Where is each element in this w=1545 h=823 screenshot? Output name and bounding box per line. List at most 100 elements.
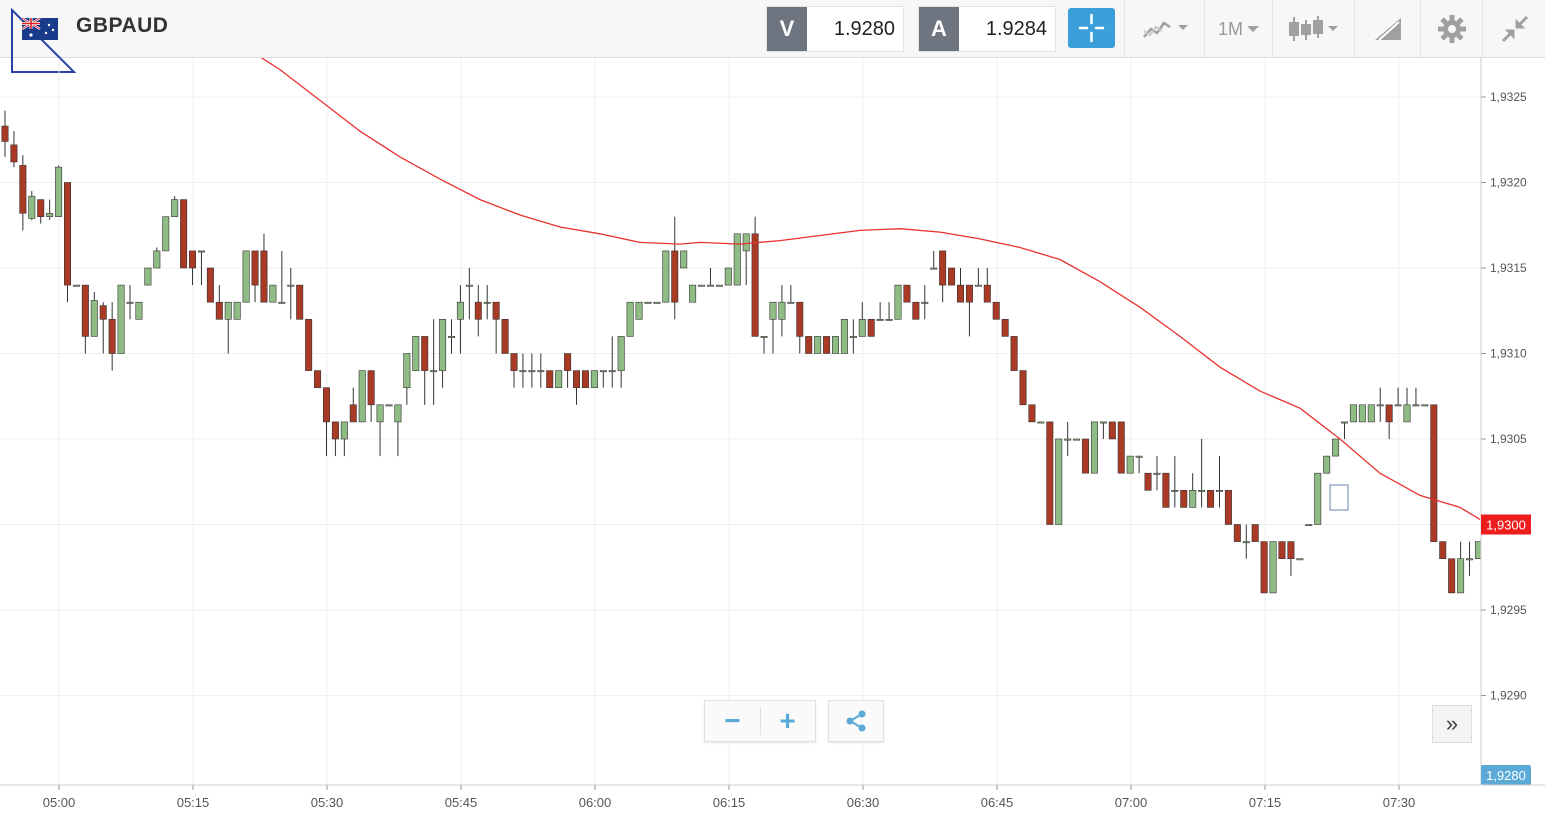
candle [1332, 438, 1340, 457]
zoom-controls: − + [704, 700, 816, 742]
share-button[interactable] [828, 700, 884, 742]
candle [117, 284, 125, 354]
candle [1448, 558, 1456, 594]
candle [287, 268, 295, 320]
candle [1010, 336, 1018, 371]
zoom-out-button[interactable]: − [706, 707, 761, 735]
gear-icon [1438, 15, 1466, 43]
time-axis: 05:00 05:15 05:30 05:45 06:00 06:15 06:30 06:45… [0, 784, 1545, 810]
candle [28, 191, 36, 221]
candle [403, 353, 411, 405]
candle [492, 301, 500, 354]
candle [421, 336, 429, 405]
candle [1394, 387, 1402, 407]
candle [1251, 524, 1259, 542]
flag-icon [22, 18, 58, 40]
candle [215, 285, 223, 320]
crosshair-marker [1329, 484, 1349, 511]
x-tick-label: 07:15 [1249, 795, 1282, 810]
moving-average-line [260, 58, 1481, 520]
candle [930, 250, 938, 270]
price-chart[interactable]: 1,9325 1,9320 1,9315 1,9310 1,9305 1,9300 1,92… [0, 58, 1545, 823]
candle [644, 301, 652, 304]
candle [224, 301, 232, 354]
candle [706, 268, 714, 287]
candle [1108, 421, 1116, 440]
candle [412, 336, 420, 371]
y-tick-label: 1,9315 [1490, 261, 1527, 275]
candle [171, 196, 179, 218]
candle [99, 302, 107, 354]
candle [1171, 456, 1179, 508]
scroll-to-latest-button[interactable]: » [1432, 705, 1472, 743]
candle [1269, 541, 1277, 594]
candle [671, 216, 679, 320]
candle [724, 267, 732, 286]
timeframe-dropdown[interactable]: 1M [1204, 0, 1273, 58]
y-tick-label: 1,9325 [1490, 90, 1527, 104]
candle-style-dropdown[interactable] [1272, 0, 1355, 58]
line-chart-icon [1143, 21, 1188, 38]
candle [778, 285, 786, 337]
x-tick-label: 06:45 [981, 795, 1014, 810]
top-toolbar: GBPAUD V 1.9280 A 1.9284 1M [0, 0, 1545, 73]
candle [957, 268, 965, 303]
candle [546, 370, 554, 389]
candle [126, 285, 134, 320]
candle [349, 387, 357, 423]
candle [1082, 438, 1090, 474]
corner-triangle-icon [11, 8, 76, 73]
candle [64, 182, 72, 303]
candlestick-icon [1289, 16, 1338, 41]
candle [1001, 318, 1009, 337]
candle [1466, 541, 1474, 576]
candle [1439, 541, 1447, 559]
candle [37, 199, 45, 224]
sell-price-button[interactable]: V 1.9280 [766, 6, 904, 52]
candle [1064, 421, 1072, 457]
candle [322, 387, 330, 457]
candle [715, 284, 723, 287]
candle [1349, 404, 1357, 423]
candle [305, 318, 313, 371]
candle [1296, 558, 1304, 561]
candle [474, 285, 482, 337]
crosshair-icon [1078, 13, 1105, 43]
candle [242, 250, 250, 303]
candle [483, 285, 491, 320]
candle [814, 336, 822, 354]
candle [840, 318, 848, 354]
candle [519, 353, 527, 388]
candle [1019, 370, 1027, 406]
candle [1046, 421, 1054, 525]
candle [1376, 387, 1384, 422]
candle [680, 250, 688, 269]
settings-button[interactable] [1420, 0, 1483, 58]
candle [456, 285, 464, 354]
candle [1260, 541, 1268, 594]
candle [1278, 541, 1286, 559]
drawing-tools-button[interactable] [1354, 0, 1421, 58]
candle [1162, 472, 1170, 508]
candle [823, 336, 831, 354]
chart-type-dropdown[interactable] [1124, 0, 1205, 58]
buy-price: 1.9284 [985, 17, 1047, 40]
candle [948, 267, 956, 286]
candle [1224, 489, 1232, 525]
bottom-price-label: 1,9280 [1486, 768, 1526, 783]
x-tick-label: 07:30 [1383, 795, 1416, 810]
zoom-in-button[interactable]: + [779, 705, 796, 736]
collapse-button[interactable] [1482, 0, 1545, 58]
candle [1242, 524, 1250, 559]
candle [1341, 421, 1349, 439]
candle [787, 285, 795, 304]
buy-price-button[interactable]: A 1.9284 [918, 6, 1056, 52]
candle [233, 301, 241, 320]
candle [867, 318, 875, 337]
candle [528, 353, 536, 388]
candle [742, 233, 750, 286]
chart-grid [0, 58, 1481, 785]
crosshair-button[interactable] [1068, 8, 1115, 48]
candle [278, 250, 286, 304]
candle [55, 165, 63, 218]
